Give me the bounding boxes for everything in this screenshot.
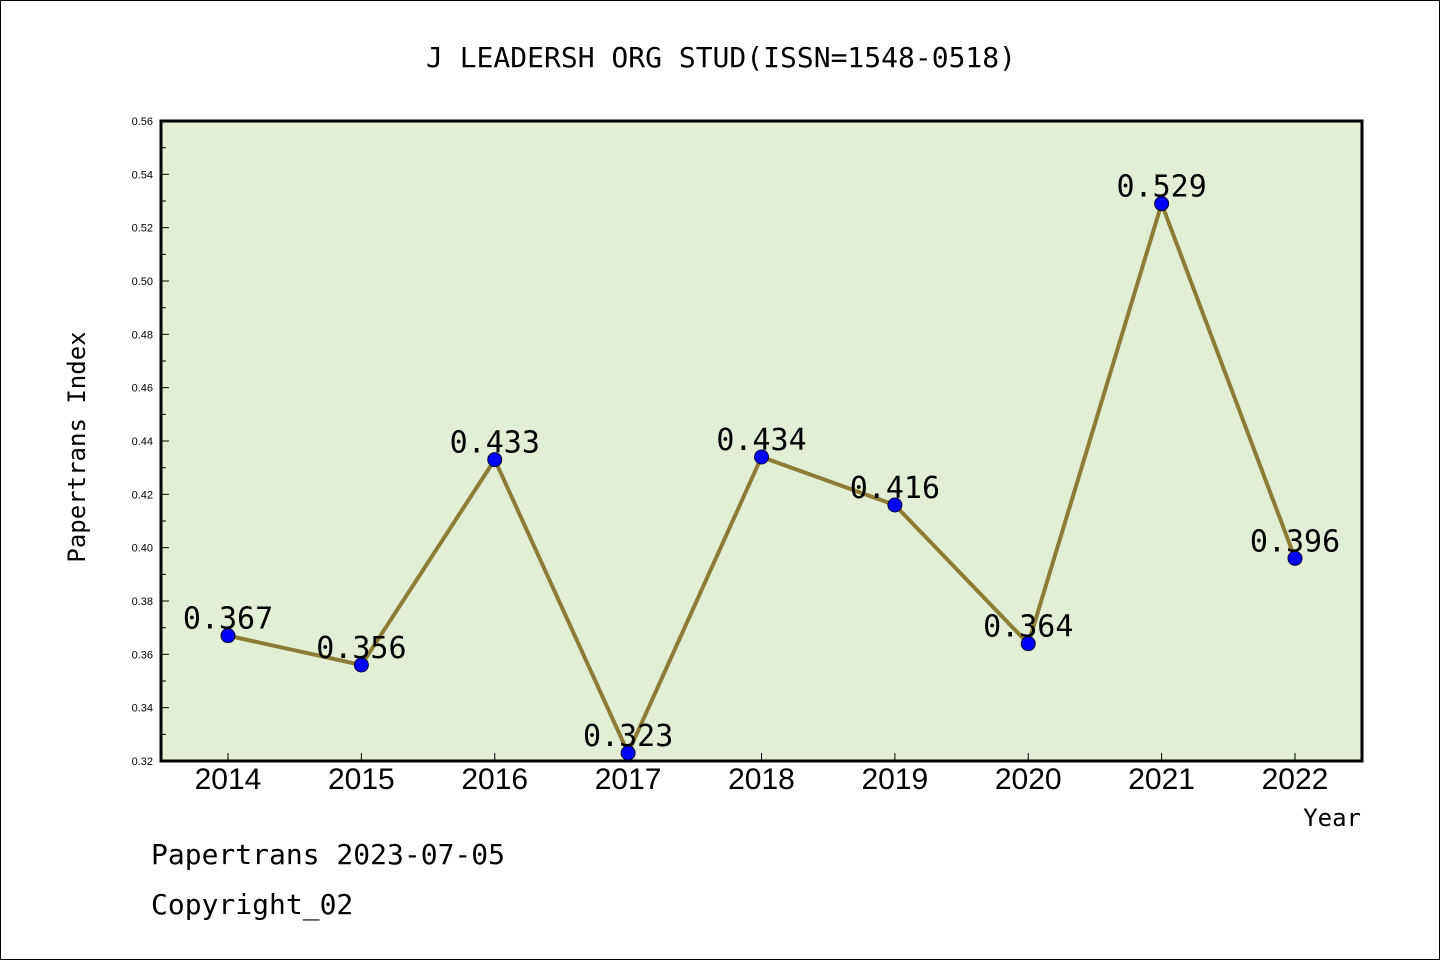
footer-date: Papertrans 2023-07-05 [151,838,505,871]
x-tick-label: 2020 [995,763,1062,796]
x-tick-label: 2015 [328,763,395,796]
x-tick-label: 2014 [195,763,262,796]
data-point [1154,196,1170,212]
y-tick-label: 0.56 [132,116,153,128]
x-axis: 2014 2015 2016 2017 2018 2019 2020 2021 2022 [195,753,1329,796]
data-markers [220,196,1303,761]
y-tick-label: 0.44 [132,436,153,448]
chart-title: J LEADERSH ORG STUD(ISSN=1548-0518) [426,41,1016,74]
x-tick-label: 2016 [461,763,528,796]
y-tick-label: 0.38 [132,596,153,608]
data-label: 0.323 [583,719,673,754]
data-point [1020,636,1036,652]
data-label: 0.434 [716,423,806,458]
data-label: 0.396 [1250,524,1340,559]
data-point [754,449,769,465]
x-axis-label: Year [1303,804,1361,832]
data-label: 0.364 [983,610,1073,645]
data-point [887,497,903,513]
footer-copyright: Copyright_02 [151,888,353,922]
y-tick-label: 0.48 [132,329,153,341]
y-tick-label: 0.34 [132,703,153,715]
y-tick-label: 0.36 [132,649,153,661]
data-labels: 0.367 0.356 0.433 0.323 0.434 0.416 0.364 0.529… [183,170,1340,754]
x-tick-label: 2022 [1262,763,1329,796]
y-tick-label: 0.50 [132,276,153,288]
y-tick-label: 0.54 [132,169,153,181]
data-label: 0.356 [316,631,406,666]
x-tick-label: 2021 [1128,763,1195,796]
data-label: 0.416 [850,471,940,506]
data-point [1287,550,1303,566]
y-tick-label: 0.52 [132,223,153,235]
x-tick-label: 2018 [728,763,795,796]
data-label: 0.367 [183,602,273,637]
y-axis-label: Papertrans Index [63,331,91,562]
y-axis: 0.32 0.34 0.36 0.38 0.40 0.42 0.44 0.46 0.48 0.50… [132,116,169,768]
y-tick-label: 0.42 [132,489,153,501]
y-tick-label: 0.46 [132,383,153,395]
plot-area [159,119,1364,763]
x-tick-label: 2019 [862,763,929,796]
data-point [620,745,636,761]
y-tick-label: 0.32 [132,756,153,768]
data-label: 0.529 [1116,170,1206,205]
x-tick-label: 2017 [595,763,662,796]
data-label: 0.433 [450,426,540,461]
data-point [487,452,503,468]
y-tick-label: 0.40 [132,543,153,555]
data-point [220,628,236,644]
data-point [353,657,369,673]
